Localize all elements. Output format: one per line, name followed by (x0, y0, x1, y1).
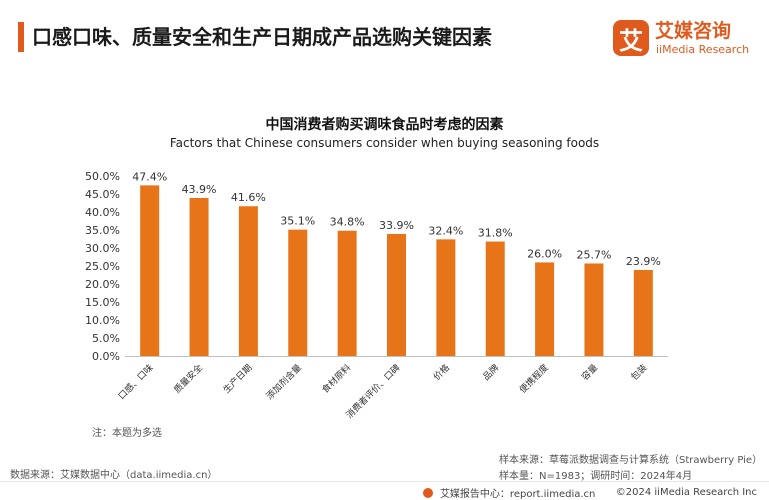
data-label: 23.9% (626, 255, 661, 268)
report-center-link[interactable]: 艾媒报告中心：report.iimedia.cn (439, 489, 596, 500)
footnote: 注：本题为多选 (92, 428, 162, 439)
y-tick-label: 45.0% (85, 188, 120, 201)
bar (436, 239, 456, 356)
y-tick-label: 20.0% (85, 278, 120, 291)
y-tick-label: 35.0% (85, 224, 120, 237)
x-tick-label: 添加剂含量 (264, 362, 304, 402)
footer: 艾媒报告中心：report.iimedia.cn ©2024 iiMedia R… (422, 485, 757, 500)
data-label: 34.8% (330, 216, 365, 229)
sample-size: 样本量：N=1983；调研时间：2024年4月 (499, 471, 693, 482)
x-tick-label: 容量 (579, 362, 600, 383)
bar (584, 263, 604, 356)
x-tick-label: 食材原料 (319, 362, 353, 396)
bar (238, 206, 258, 356)
bar (633, 269, 653, 356)
bar (140, 185, 160, 356)
y-tick-label: 15.0% (85, 296, 120, 309)
bar (337, 230, 357, 356)
y-tick-label: 10.0% (85, 314, 120, 327)
logo-name-en: iiMedia Research (656, 43, 750, 56)
data-label: 41.6% (231, 191, 266, 204)
bar (387, 233, 406, 356)
data-label: 43.9% (182, 183, 217, 196)
bar (288, 229, 308, 356)
bar (189, 197, 209, 356)
x-tick-label: 生产日期 (221, 362, 255, 396)
y-tick-label: 5.0% (92, 332, 120, 345)
y-tick-label: 30.0% (85, 242, 120, 255)
title-accent-bar (18, 22, 24, 52)
chart-subtitle: Factors that Chinese consumers consider … (169, 136, 600, 150)
x-tick-label: 便携程度 (517, 362, 551, 396)
bar (535, 262, 555, 356)
x-tick-label: 品牌 (480, 362, 501, 383)
data-label: 26.0% (527, 247, 562, 260)
data-label: 25.7% (576, 248, 611, 261)
copyright: ©2024 iiMedia Research Inc (615, 487, 757, 498)
y-tick-label: 0.0% (92, 350, 120, 363)
sample-source: 样本来源：草莓派数据调查与计算系统（Strawberry Pie） (499, 455, 763, 466)
brand-logo: 艾 艾媒咨询 iiMedia Research (613, 18, 753, 62)
chart-title: 中国消费者购买调味食品时考虑的因素 (265, 117, 504, 133)
footer-divider (0, 481, 769, 482)
logo-name-cn: 艾媒咨询 (655, 20, 732, 42)
data-label: 35.1% (280, 215, 315, 228)
x-tick-label: 口感、口味 (115, 362, 155, 402)
x-tick-label: 质量安全 (171, 362, 205, 396)
y-tick-label: 25.0% (85, 260, 120, 273)
bar-chart: 0.0% 5.0% 10.0% 15.0% 20.0% 25.0% 30.0% 35.0% 40… (85, 170, 668, 421)
bar (485, 241, 505, 356)
x-tick-label: 包装 (628, 362, 649, 383)
report-center-icon (422, 487, 433, 498)
page-title: 口感口味、质量安全和生产日期成产品选购关键因素 (32, 25, 492, 49)
data-source: 数据来源：艾媒数据中心（data.iimedia.cn） (10, 470, 218, 481)
data-label: 33.9% (379, 219, 414, 232)
logo-mark-icon: 艾 (613, 20, 649, 56)
data-label: 31.8% (478, 227, 513, 240)
data-label: 32.4% (428, 224, 463, 237)
x-tick-label: 价格 (431, 362, 452, 383)
y-tick-label: 50.0% (85, 170, 120, 183)
data-label: 47.4% (132, 170, 167, 183)
y-tick-label: 40.0% (85, 206, 120, 219)
